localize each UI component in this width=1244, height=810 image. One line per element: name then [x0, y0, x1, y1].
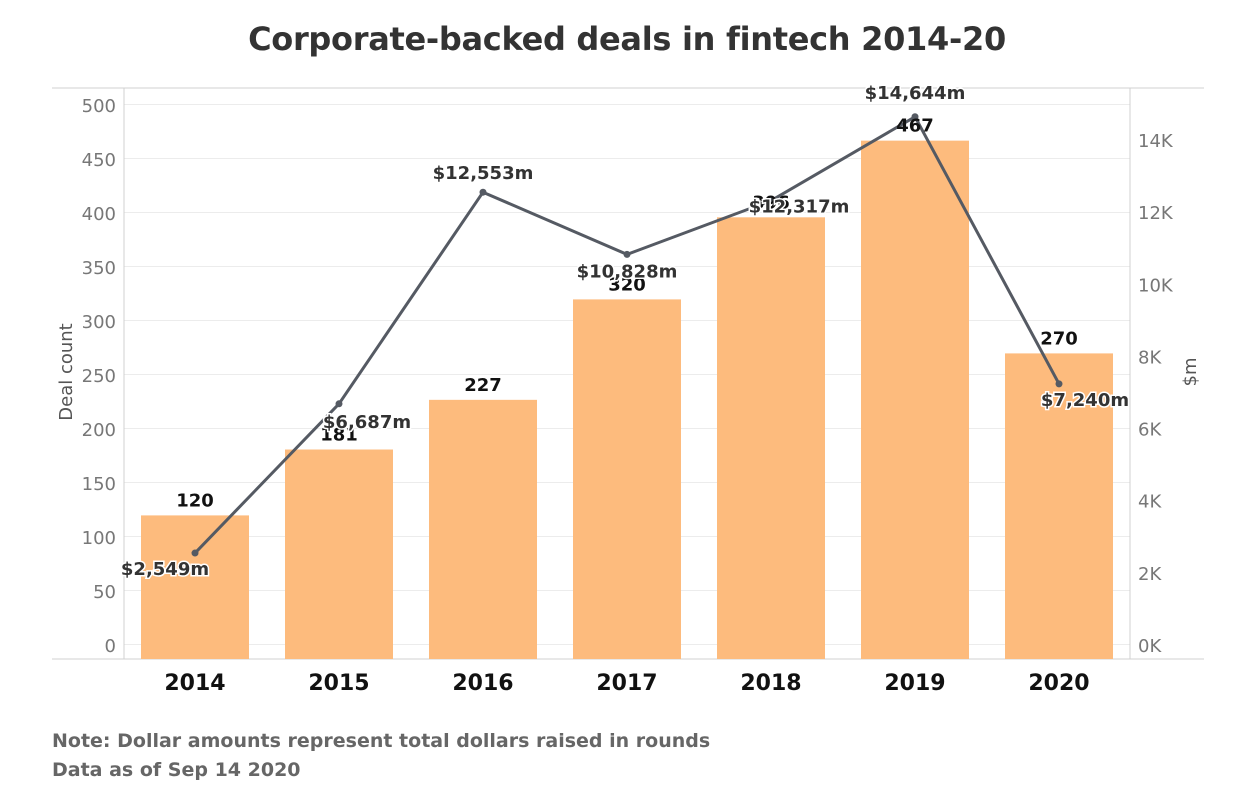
right-axis-tick-label: 14K: [1138, 131, 1174, 152]
bar: [717, 217, 825, 659]
bar: [285, 449, 393, 659]
right-axis-tick-label: 8K: [1138, 347, 1162, 368]
bar-value-label: 467: [896, 116, 934, 137]
left-axis-title: Deal count: [56, 323, 77, 420]
line-value-label: $10,828m: [577, 261, 678, 282]
bar-value-label: 396: [752, 192, 790, 213]
bar-value-label: 227: [464, 375, 502, 396]
data-labels: 120 181 227 320 396 467 270 $2,549m $6,687m $12,5…: [119, 81, 1130, 581]
chart-title: Corporate-backed deals in fintech 2014-2…: [248, 20, 1006, 58]
right-axis-tick-label: 10K: [1138, 275, 1174, 296]
bar: [429, 399, 537, 659]
line-point: [623, 250, 631, 258]
left-axis-tick-label: 500: [82, 96, 116, 117]
left-axis-tick-label: 300: [82, 312, 116, 333]
line-point: [1055, 380, 1063, 388]
line-value-label: $12,317m: [749, 197, 850, 218]
line-series: [191, 113, 1063, 557]
x-axis-category-label: 2017: [596, 671, 657, 696]
bar-value-label: 181: [320, 425, 358, 446]
line-value-label: $12,553m: [433, 163, 534, 184]
right-axis-tick-label: 6K: [1138, 420, 1162, 441]
x-axis-category-label: 2015: [308, 671, 369, 696]
line-value-label: $7,240m: [1041, 390, 1129, 411]
bars: [141, 140, 1113, 659]
footnote-data-date: Data as of Sep 14 2020: [52, 759, 301, 781]
x-axis-category-label: 2019: [884, 671, 945, 696]
right-axis-tick-label: 4K: [1138, 492, 1162, 513]
footnote-note: Note: Dollar amounts represent total dol…: [52, 730, 711, 752]
line-point: [767, 197, 775, 205]
left-axis-tick-label: 50: [93, 582, 116, 603]
x-axis-category-label: 2018: [740, 671, 801, 696]
left-axis-tick-label: 350: [82, 258, 116, 279]
left-axis-tick-label: 400: [82, 204, 116, 225]
right-axis-tick-label: 12K: [1138, 203, 1174, 224]
axes: 50045040035030025020015010050014K12K10K8…: [56, 96, 1201, 696]
line-value-label: $14,644m: [865, 83, 966, 104]
left-axis-tick-label: 0: [105, 636, 116, 657]
left-axis-tick-label: 250: [82, 366, 116, 387]
bar-value-label: 270: [1040, 328, 1078, 349]
bar: [141, 515, 249, 659]
bar: [1005, 353, 1113, 659]
bar-value-label: 320: [608, 274, 646, 295]
left-axis-tick-label: 450: [82, 150, 116, 171]
line-point: [479, 188, 487, 196]
line-point: [335, 400, 343, 408]
x-axis-category-label: 2020: [1028, 671, 1089, 696]
line-point: [191, 549, 199, 557]
left-axis-tick-label: 200: [82, 420, 116, 441]
right-axis-title: $m: [1180, 358, 1201, 387]
line-value-label: $6,687m: [323, 412, 411, 433]
bar: [861, 140, 969, 659]
right-axis-tick-label: 2K: [1138, 564, 1162, 585]
bar: [573, 299, 681, 659]
x-axis-category-label: 2014: [164, 671, 225, 696]
x-axis-category-label: 2016: [452, 671, 513, 696]
right-axis-tick-label: 0K: [1138, 636, 1162, 657]
bar-value-label: 120: [176, 490, 214, 511]
left-axis-tick-label: 150: [82, 474, 116, 495]
line-value-label: $2,549m: [121, 559, 209, 580]
left-axis-tick-label: 100: [82, 528, 116, 549]
line-point: [911, 113, 919, 121]
